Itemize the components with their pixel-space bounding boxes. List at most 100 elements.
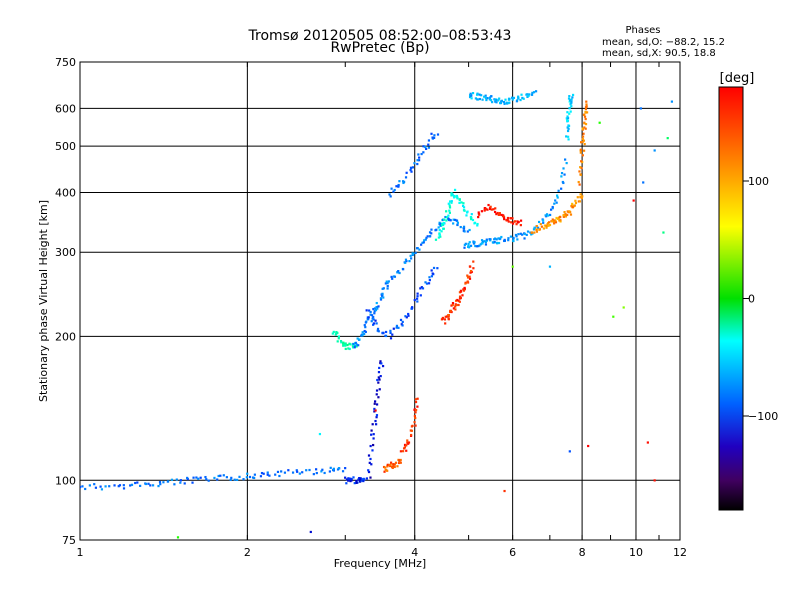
data-point xyxy=(80,485,82,489)
data-point xyxy=(574,201,578,205)
data-point xyxy=(205,478,208,481)
data-point xyxy=(375,393,378,396)
data-point xyxy=(412,252,415,256)
data-point xyxy=(666,137,669,140)
data-point xyxy=(506,218,509,221)
data-point xyxy=(474,97,477,100)
data-point xyxy=(517,95,520,98)
data-point xyxy=(468,95,472,99)
data-point xyxy=(399,458,402,462)
data-point xyxy=(364,330,367,334)
data-point xyxy=(452,307,455,310)
data-point xyxy=(404,261,407,264)
data-point xyxy=(379,297,383,300)
data-point xyxy=(571,202,574,206)
data-point xyxy=(401,450,405,453)
data-point xyxy=(485,239,488,242)
data-point xyxy=(352,346,355,349)
data-point xyxy=(491,101,494,104)
data-point xyxy=(485,208,488,211)
data-point xyxy=(559,219,562,222)
data-point xyxy=(523,232,526,236)
data-point xyxy=(474,244,477,248)
data-point xyxy=(433,134,436,137)
data-point xyxy=(393,463,396,466)
data-point xyxy=(427,139,431,142)
data-point xyxy=(566,129,570,133)
data-point xyxy=(368,309,371,312)
data-point xyxy=(492,208,495,211)
data-point xyxy=(480,239,484,242)
data-point xyxy=(407,441,411,444)
data-point xyxy=(469,92,472,95)
data-point xyxy=(431,137,434,140)
data-point xyxy=(414,411,417,414)
data-point xyxy=(199,476,202,479)
data-point xyxy=(398,459,401,462)
data-point xyxy=(531,91,534,94)
data-point xyxy=(370,429,373,432)
y-tick-label: 75 xyxy=(62,534,76,547)
data-point xyxy=(414,416,417,420)
data-point xyxy=(428,276,431,279)
data-point xyxy=(345,478,349,481)
data-point xyxy=(535,228,538,231)
data-point xyxy=(581,137,584,141)
data-point xyxy=(149,484,152,487)
data-point xyxy=(447,317,450,320)
data-point xyxy=(472,242,476,245)
data-point xyxy=(222,474,225,477)
data-point xyxy=(567,135,570,138)
data-point xyxy=(375,416,378,419)
data-point xyxy=(358,338,361,341)
data-point xyxy=(580,141,583,144)
data-point xyxy=(104,485,107,488)
data-point xyxy=(551,205,554,209)
data-point xyxy=(374,319,377,322)
data-point xyxy=(385,280,388,283)
data-point xyxy=(296,470,299,473)
data-point xyxy=(136,481,139,484)
data-point xyxy=(452,194,456,198)
data-point xyxy=(260,471,264,475)
data-point xyxy=(372,322,376,325)
data-point xyxy=(548,265,552,268)
data-point xyxy=(562,213,565,217)
x-tick-label: 12 xyxy=(673,546,687,559)
data-point xyxy=(455,194,459,198)
data-point xyxy=(532,228,536,231)
data-point xyxy=(578,170,581,173)
data-point xyxy=(420,243,423,246)
data-point xyxy=(568,95,571,98)
data-point xyxy=(463,288,466,291)
data-point xyxy=(546,223,549,226)
data-point xyxy=(398,271,401,275)
data-point xyxy=(418,156,421,159)
data-point xyxy=(554,221,558,224)
data-point xyxy=(380,362,383,365)
data-point xyxy=(444,315,447,318)
data-point xyxy=(560,175,563,178)
data-point xyxy=(173,483,176,486)
data-point xyxy=(99,485,102,488)
data-point xyxy=(376,327,380,331)
data-point xyxy=(410,307,413,310)
data-point xyxy=(567,138,570,141)
data-point xyxy=(414,400,418,404)
data-point xyxy=(511,217,514,220)
data-point xyxy=(367,470,371,474)
data-point xyxy=(409,168,412,172)
data-point xyxy=(416,292,419,295)
data-point xyxy=(356,337,359,340)
data-point xyxy=(361,331,364,334)
data-point xyxy=(192,476,195,479)
data-point xyxy=(397,185,400,188)
data-point xyxy=(456,221,460,224)
data-point xyxy=(447,202,450,205)
data-point xyxy=(381,287,384,290)
y-axis-label: Stationary phase Virtual Height [km] xyxy=(37,200,50,402)
data-point xyxy=(382,296,385,299)
data-point xyxy=(551,220,554,223)
data-point xyxy=(359,480,362,483)
data-point xyxy=(443,318,447,321)
